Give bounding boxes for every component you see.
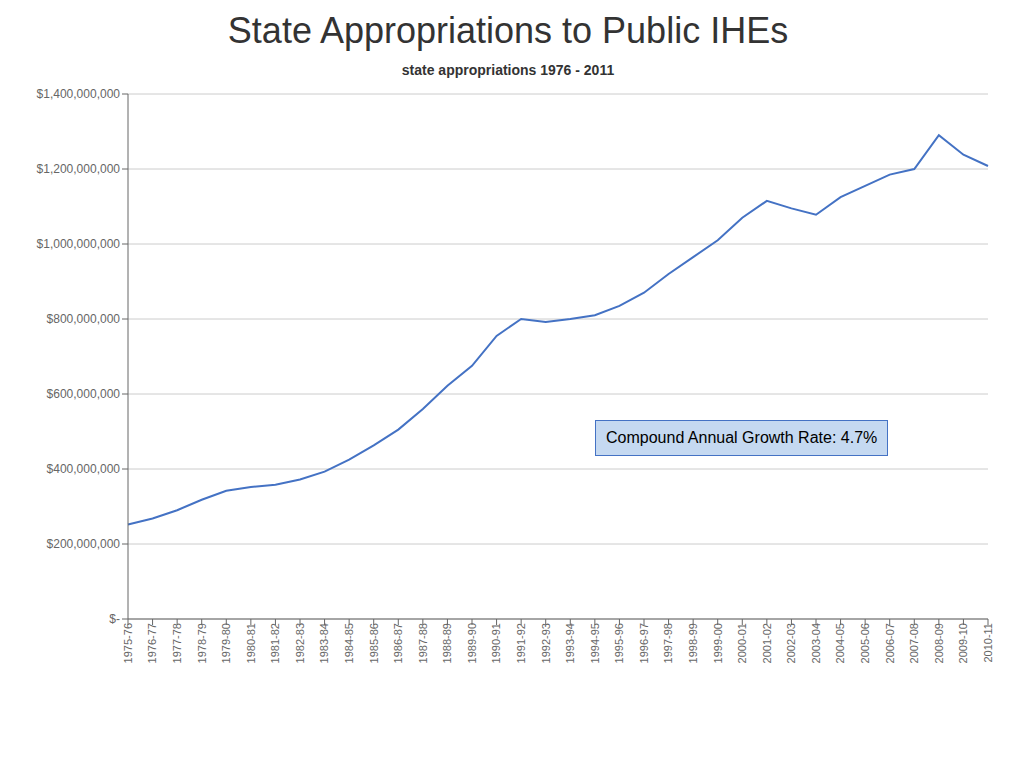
svg-text:1994-95: 1994-95 (589, 623, 601, 663)
svg-text:1990-91: 1990-91 (490, 623, 502, 663)
svg-text:1977-78: 1977-78 (171, 623, 183, 663)
svg-text:2003-04: 2003-04 (810, 623, 822, 663)
svg-text:1981-82: 1981-82 (269, 623, 281, 663)
svg-text:1979-80: 1979-80 (220, 623, 232, 663)
svg-text:$1,400,000,000: $1,400,000,000 (37, 87, 121, 101)
svg-text:1991-92: 1991-92 (515, 623, 527, 663)
svg-text:1998-99: 1998-99 (687, 623, 699, 663)
svg-text:1982-83: 1982-83 (294, 623, 306, 663)
svg-text:1993-94: 1993-94 (564, 623, 576, 663)
svg-text:1978-79: 1978-79 (196, 623, 208, 663)
svg-text:$600,000,000: $600,000,000 (47, 387, 121, 401)
svg-text:$1,200,000,000: $1,200,000,000 (37, 162, 121, 176)
svg-text:1987-88: 1987-88 (417, 623, 429, 663)
svg-text:2006-07: 2006-07 (884, 623, 896, 663)
svg-text:1995-96: 1995-96 (613, 623, 625, 663)
svg-text:$800,000,000: $800,000,000 (47, 312, 121, 326)
svg-text:$200,000,000: $200,000,000 (47, 537, 121, 551)
svg-text:2007-08: 2007-08 (908, 623, 920, 663)
svg-text:2010-11: 2010-11 (982, 623, 994, 663)
svg-text:2000-01: 2000-01 (736, 623, 748, 663)
html-text:state appropriations 1976 - 20: state appropriations 1976 - 2011 (401, 62, 615, 78)
svg-text:1976-77: 1976-77 (146, 623, 158, 663)
svg-text:1980-81: 1980-81 (245, 623, 257, 663)
svg-text:1975-76: 1975-76 (122, 623, 134, 663)
svg-text:1988-89: 1988-89 (441, 623, 453, 663)
svg-text:1999-00: 1999-00 (712, 623, 724, 663)
svg-text:2001-02: 2001-02 (761, 623, 773, 663)
svg-text:$400,000,000: $400,000,000 (47, 462, 121, 476)
svg-text:1983-84: 1983-84 (318, 623, 330, 663)
svg-text:$1,000,000,000: $1,000,000,000 (37, 237, 121, 251)
svg-text:1989-90: 1989-90 (466, 623, 478, 663)
svg-text:2004-05: 2004-05 (834, 623, 846, 663)
html-text:Compound Annual Growth Rate: 4: Compound Annual Growth Rate: 4.7% (606, 429, 878, 446)
svg-text:1985-86: 1985-86 (368, 623, 380, 663)
svg-text:1986-87: 1986-87 (392, 623, 404, 663)
svg-text:1996-97: 1996-97 (638, 623, 650, 663)
svg-text:2009-10: 2009-10 (957, 623, 969, 663)
svg-text:1997-98: 1997-98 (662, 623, 674, 663)
svg-text:2008-09: 2008-09 (933, 623, 945, 663)
svg-text:1992-93: 1992-93 (540, 623, 552, 663)
svg-text:2002-03: 2002-03 (785, 623, 797, 663)
svg-text:2005-06: 2005-06 (859, 623, 871, 663)
svg-text:1984-85: 1984-85 (343, 623, 355, 663)
html-text:State Appropriations to Public: State Appropriations to Public IHEs (227, 10, 789, 51)
svg-text:$-: $- (109, 612, 120, 626)
